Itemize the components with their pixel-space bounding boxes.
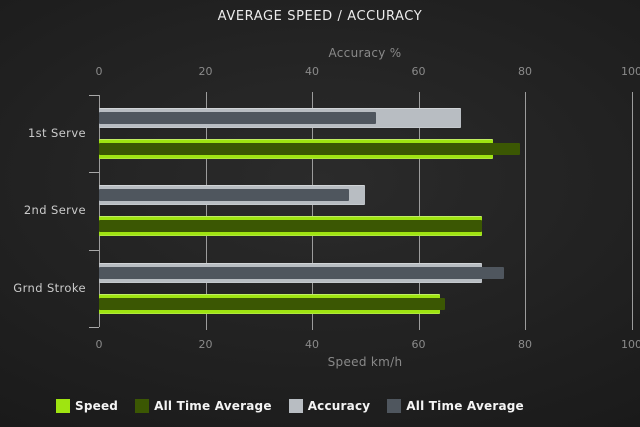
accuracy-tick-0: 0 (95, 65, 103, 78)
speed-tick-20: 20 (198, 338, 213, 351)
category-boundary-tick (89, 172, 99, 174)
category-label: Grnd Stroke (13, 280, 86, 295)
legend-item-speed-all-time-average[interactable]: All Time Average (135, 399, 272, 413)
accuracy-average-bar[interactable] (99, 112, 376, 124)
legend-label: Accuracy (307, 399, 371, 413)
speed-tick-100: 100 (621, 338, 640, 351)
accuracy-tick-40: 40 (305, 65, 319, 78)
accuracy-axis-label: Accuracy % (328, 46, 402, 60)
category-axis-line (99, 95, 100, 327)
category-boundary-tick (89, 326, 99, 328)
category-label: 2nd Serve (23, 203, 86, 218)
speed-average-bar[interactable] (99, 143, 520, 155)
speed-tick-60: 60 (411, 338, 426, 351)
legend-label: All Time Average (406, 399, 524, 413)
accuracy-average-bar[interactable] (99, 189, 350, 202)
speed-axis-label: Speed km/h (327, 355, 403, 369)
legend-label: Speed (75, 399, 119, 413)
gridline-80 (525, 92, 526, 330)
speed-tick-40: 40 (305, 338, 319, 351)
category-label: 1st Serve (27, 126, 86, 141)
accuracy-tick-100: 100 (621, 65, 640, 78)
legend-item-speed[interactable]: Speed (56, 399, 118, 413)
accuracy-average-swatch-icon (387, 399, 402, 413)
speed-average-bar[interactable] (99, 297, 446, 310)
accuracy-average-bar[interactable] (99, 266, 504, 279)
speed-average-swatch-icon (135, 399, 150, 413)
category-boundary-tick (89, 249, 99, 251)
accuracy-tick-60: 60 (411, 65, 426, 78)
chart-title: AVERAGE SPEED / ACCURACY (217, 9, 423, 24)
speed-tick-80: 80 (518, 338, 532, 351)
legend-item-accuracy-all-time-average[interactable]: All Time Average (387, 399, 524, 413)
speed-average-bar[interactable] (99, 220, 483, 233)
speed-tick-0: 0 (95, 338, 103, 351)
speed-swatch-icon (56, 399, 70, 413)
gridline-20 (205, 92, 207, 330)
category-boundary-tick (89, 95, 99, 96)
gridline-40 (312, 92, 313, 330)
accuracy-swatch-icon (288, 399, 303, 413)
legend-item-accuracy[interactable]: Accuracy (288, 399, 371, 413)
gridline-100 (631, 92, 633, 330)
legend: Speed All Time Average Accuracy All Time… (56, 397, 524, 415)
accuracy-tick-20: 20 (198, 65, 213, 78)
gridline-60 (418, 92, 420, 330)
legend-label: All Time Average (154, 399, 272, 413)
accuracy-tick-80: 80 (518, 65, 532, 78)
